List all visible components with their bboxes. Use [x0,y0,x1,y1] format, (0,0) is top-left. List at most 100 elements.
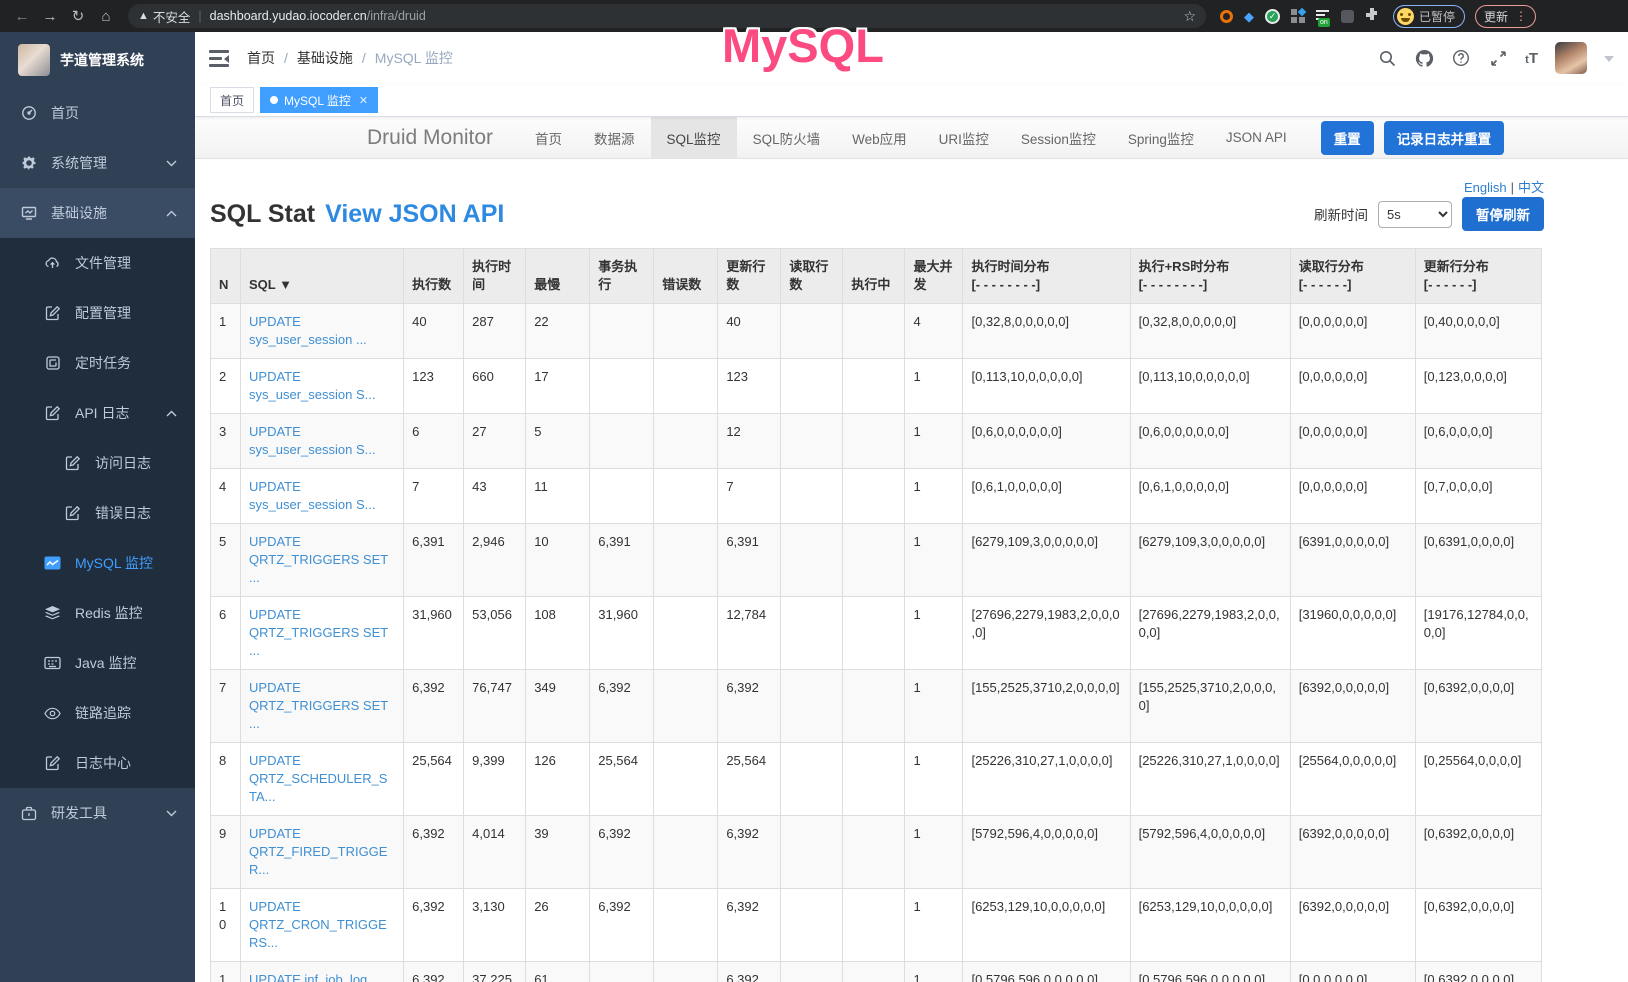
browser-menu-icon[interactable]: ⋮ [1515,9,1528,23]
tag-mysql-monitor[interactable]: MySQL 监控 ✕ [260,87,379,113]
druid-nav-item[interactable]: Spring监控 [1127,131,1194,147]
search-icon[interactable] [1377,48,1397,68]
tag-close-icon[interactable]: ✕ [358,94,369,107]
breadcrumb-infra[interactable]: 基础设施 [296,50,353,66]
column-header[interactable]: 最大并发 [904,248,964,304]
column-header[interactable]: SQL ▼ [240,248,405,304]
column-header[interactable]: 执行数 [403,248,465,304]
sidebar-item-config-management[interactable]: 配置管理 [0,288,195,338]
sql-link[interactable]: UPDATE QRTZ_FIRED_TRIGGER... [249,826,388,877]
sidebar-item-dev-tools[interactable]: 研发工具 [0,788,195,838]
extension-gray-icon[interactable] [1341,9,1354,23]
browser-update-button[interactable]: 更新 ⋮ [1475,4,1537,28]
druid-nav-item[interactable]: JSON API [1225,130,1287,145]
sidebar-item-home[interactable]: 首页 [0,88,195,138]
lang-chinese-link[interactable]: 中文 [1517,180,1544,195]
sidebar-item-system[interactable]: 系统管理 [0,138,195,188]
pause-refresh-button[interactable]: 暂停刷新 [1462,197,1544,231]
browser-forward-icon[interactable]: → [42,7,58,25]
stat-cell: [0,5796,596,0,0,0,0,0] [1129,961,1291,982]
sidebar-item-mysql-monitor[interactable]: MySQL 监控 [0,538,195,588]
druid-nav-item[interactable]: SQL监控 [650,117,737,159]
column-header[interactable]: 执行中 [842,248,906,304]
sidebar-item-log-center[interactable]: 日志中心 [0,738,195,788]
extensions-puzzle-icon[interactable] [1365,7,1379,26]
column-header[interactable]: 读取行分布 [- - - - - -] [1289,248,1416,304]
sidebar-item-java-monitor[interactable]: Java 监控 [0,638,195,688]
breadcrumb-home[interactable]: 首页 [247,50,275,66]
sql-link[interactable]: UPDATE QRTZ_CRON_TRIGGERS... [249,899,387,950]
browser-reload-icon[interactable]: ↻ [71,8,85,25]
lang-english-link[interactable]: English [1463,180,1507,195]
sidebar-item-redis-monitor[interactable]: Redis 监控 [0,588,195,638]
stat-cell [653,742,719,816]
sql-link[interactable]: UPDATE QRTZ_SCHEDULER_STA... [249,753,388,804]
github-icon[interactable] [1414,48,1434,68]
extension-donut-icon[interactable] [1220,9,1233,23]
stat-cell: 6,392 [717,888,782,962]
refresh-interval-select[interactable]: 5s [1378,200,1452,228]
column-header[interactable]: 更新行数 [717,248,782,304]
stat-cell: 6,392 [403,815,465,889]
druid-nav-item[interactable]: Session监控 [1020,131,1096,147]
view-json-api-link[interactable]: View JSON API [325,199,505,228]
column-header[interactable]: 错误数 [653,248,719,304]
url-bar[interactable]: ▲ 不安全 | dashboard.yudao.iocoder.cn /infr… [128,4,1206,28]
sidebar-item-api-log[interactable]: API 日志 [0,388,195,438]
user-avatar[interactable] [1555,42,1587,74]
bookmark-star-icon[interactable]: ☆ [1183,7,1196,24]
sidebar-item-file-management[interactable]: 文件管理 [0,238,195,288]
user-menu-caret-icon[interactable] [1604,55,1614,67]
profile-emoji-icon [1397,7,1414,25]
log-and-reset-button[interactable]: 记录日志并重置 [1383,120,1505,155]
app-logo[interactable]: 芋道管理系统 [0,32,195,88]
druid-nav-item[interactable]: SQL防火墙 [752,131,821,147]
breadcrumb-separator: / [361,50,366,66]
column-header[interactable]: 最慢 [525,248,591,304]
stat-cell: 7 [209,669,242,743]
sql-link[interactable]: UPDATE sys_user_session S... [249,424,376,457]
druid-nav-item[interactable]: Web应用 [852,131,907,147]
extension-check-icon[interactable]: ✓ [1265,8,1280,24]
stat-cell: [0,6392,0,0,0,0] [1414,669,1543,743]
sql-link[interactable]: UPDATE sys_user_session S... [249,479,376,512]
sidebar-item-access-log[interactable]: 访问日志 [0,438,195,488]
column-header[interactable]: N [209,248,242,304]
tag-home[interactable]: 首页 [210,87,255,113]
browser-back-icon[interactable]: ← [14,7,30,25]
sql-link[interactable]: UPDATE QRTZ_TRIGGERS SET ... [249,680,388,731]
sql-link[interactable]: UPDATE QRTZ_TRIGGERS SET ... [249,607,388,658]
sidebar-item-error-log[interactable]: 错误日志 [0,488,195,538]
druid-nav-item[interactable]: 首页 [535,131,563,147]
fullscreen-icon[interactable] [1488,48,1508,68]
browser-home-icon[interactable]: ⌂ [101,7,111,25]
column-header[interactable]: 执行时间 [463,248,527,304]
druid-nav-item[interactable]: 数据源 [594,131,635,147]
sidebar-item-scheduled-jobs[interactable]: 定时任务 [0,338,195,388]
column-header[interactable]: 更新行分布 [- - - - - -] [1414,248,1543,304]
column-header[interactable]: 读取行数 [780,248,844,304]
stat-cell: 43 [463,468,527,524]
browser-profile-chip[interactable]: 已暂停 [1393,4,1466,28]
extension-blocks-icon[interactable] [1291,7,1307,23]
sidebar-toggle-icon[interactable] [209,49,231,67]
extension-gem-icon[interactable]: ◆ [1244,8,1254,24]
sql-link[interactable]: UPDATE sys_user_session ... [249,314,367,347]
column-header[interactable]: 事务执行 [589,248,655,304]
font-size-icon[interactable]: tT [1525,49,1538,67]
druid-brand[interactable]: Druid Monitor [367,125,494,149]
stat-cell: 1 [904,596,964,670]
stat-cell: [0,6392,0,0,0,0] [1414,961,1543,982]
help-icon[interactable] [1451,48,1471,68]
sql-link[interactable]: UPDATE sys_user_session S... [249,369,376,402]
sql-link[interactable]: UPDATE QRTZ_TRIGGERS SET ... [249,534,388,585]
stat-cell [842,961,906,982]
column-header[interactable]: 执行时间分布 [- - - - - - - -] [962,248,1131,304]
column-header[interactable]: 执行+RS时分布 [- - - - - - - -] [1129,248,1291,304]
sidebar-item-tracing[interactable]: 链路追踪 [0,688,195,738]
extension-list-on-icon[interactable]: on [1316,9,1330,27]
druid-nav-item[interactable]: URI监控 [938,131,989,147]
sql-link[interactable]: UPDATE inf_job_log SET e... [249,972,368,982]
sidebar-item-infra[interactable]: 基础设施 [0,188,195,238]
reset-button[interactable]: 重置 [1320,120,1374,155]
